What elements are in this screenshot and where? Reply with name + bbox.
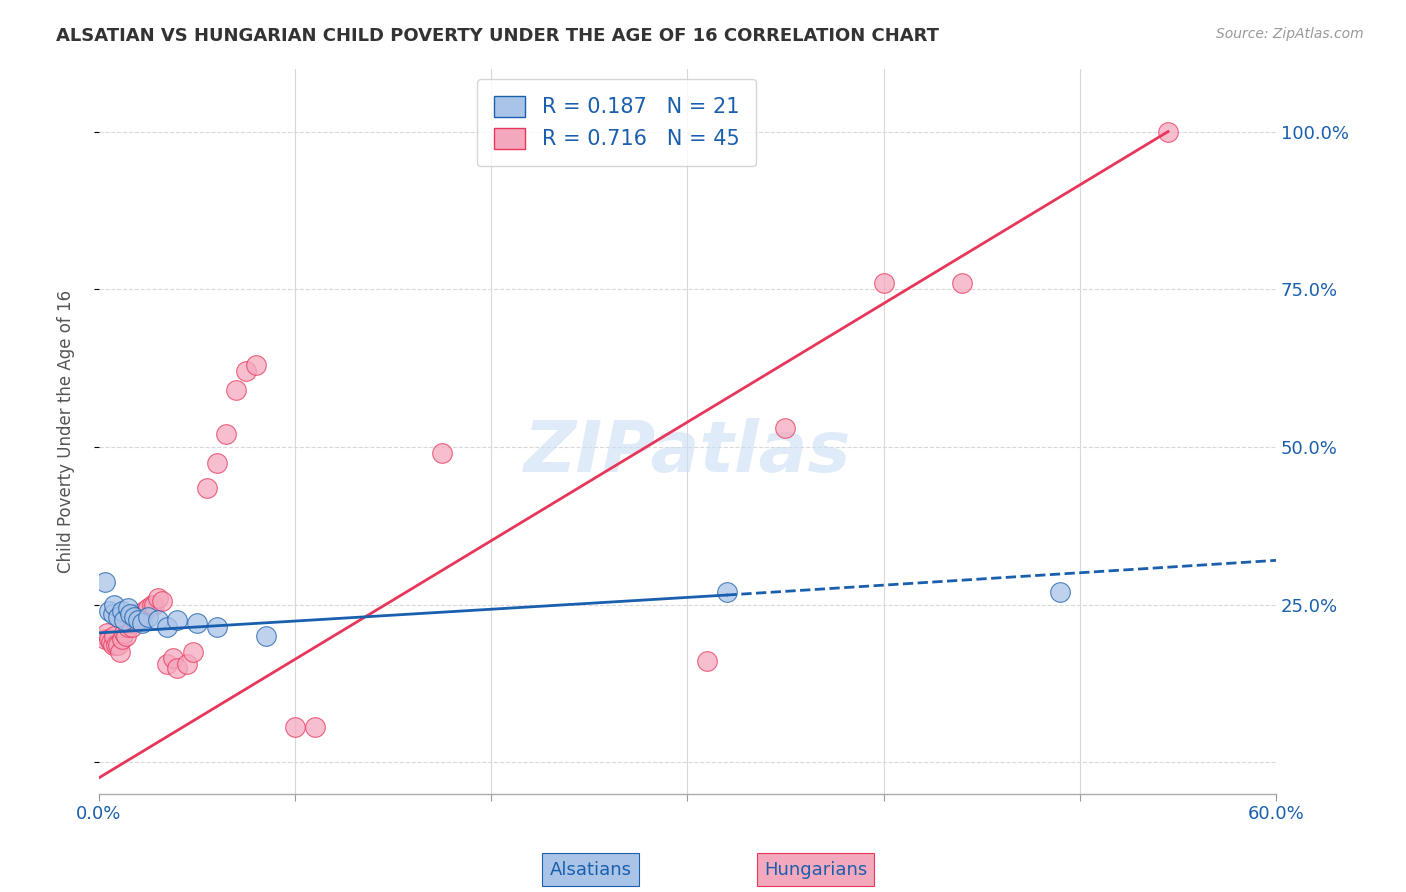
Point [131,616,153,631]
Point [120,607,142,621]
Point [215,427,238,442]
Point [245,358,267,372]
Point [111,632,134,647]
Point [716,585,738,599]
Point [115,629,138,643]
Legend: R = 0.187   N = 21, R = 0.716   N = 45: R = 0.187 N = 21, R = 0.716 N = 45 [477,78,756,166]
Point [112,626,135,640]
Point [125,607,148,621]
Point [127,610,149,624]
Text: Source: ZipAtlas.com: Source: ZipAtlas.com [1216,27,1364,41]
Point [1049,585,1071,599]
Point [103,629,125,643]
Point [93,632,115,647]
Point [117,619,139,633]
Point [100,635,122,649]
Text: ZIPatlas: ZIPatlas [523,418,851,487]
Point [132,604,155,618]
Point [150,594,173,608]
Point [122,610,145,624]
Point [141,598,163,612]
Point [96,626,118,640]
Point [127,613,149,627]
Point [225,383,247,397]
Point [696,654,718,668]
Point [103,598,125,612]
Text: ALSATIAN VS HUNGARIAN CHILD POVERTY UNDER THE AGE OF 16 CORRELATION CHART: ALSATIAN VS HUNGARIAN CHILD POVERTY UNDE… [56,27,939,45]
Point [107,610,129,624]
Point [122,613,145,627]
Point [146,613,169,627]
Point [176,657,198,672]
Point [105,639,128,653]
Point [93,575,115,590]
Point [950,276,973,290]
Point [162,651,184,665]
Point [166,660,188,674]
Point [97,632,120,647]
Point [107,639,129,653]
Point [142,598,165,612]
Point [110,645,132,659]
Text: Alsatians: Alsatians [550,861,631,879]
Point [117,600,139,615]
Point [186,616,208,631]
Point [156,619,179,633]
Point [205,619,228,633]
Point [121,619,143,633]
Point [112,613,135,627]
Point [166,613,188,627]
Point [775,421,797,435]
Point [304,721,326,735]
Point [235,364,257,378]
Text: Hungarians: Hungarians [763,861,868,879]
Point [254,629,277,643]
Y-axis label: Child Poverty Under the Age of 16: Child Poverty Under the Age of 16 [58,290,75,573]
Point [131,610,153,624]
Point [129,607,152,621]
Point [111,604,134,618]
Point [430,446,453,460]
Point [101,607,124,621]
Point [146,591,169,606]
Point [284,721,307,735]
Point [120,616,142,631]
Point [205,456,228,470]
Point [136,610,159,624]
Point [156,657,179,672]
Point [872,276,894,290]
Point [101,639,124,653]
Point [1157,125,1180,139]
Point [195,481,218,495]
Point [181,645,204,659]
Point [136,600,159,615]
Point [97,604,120,618]
